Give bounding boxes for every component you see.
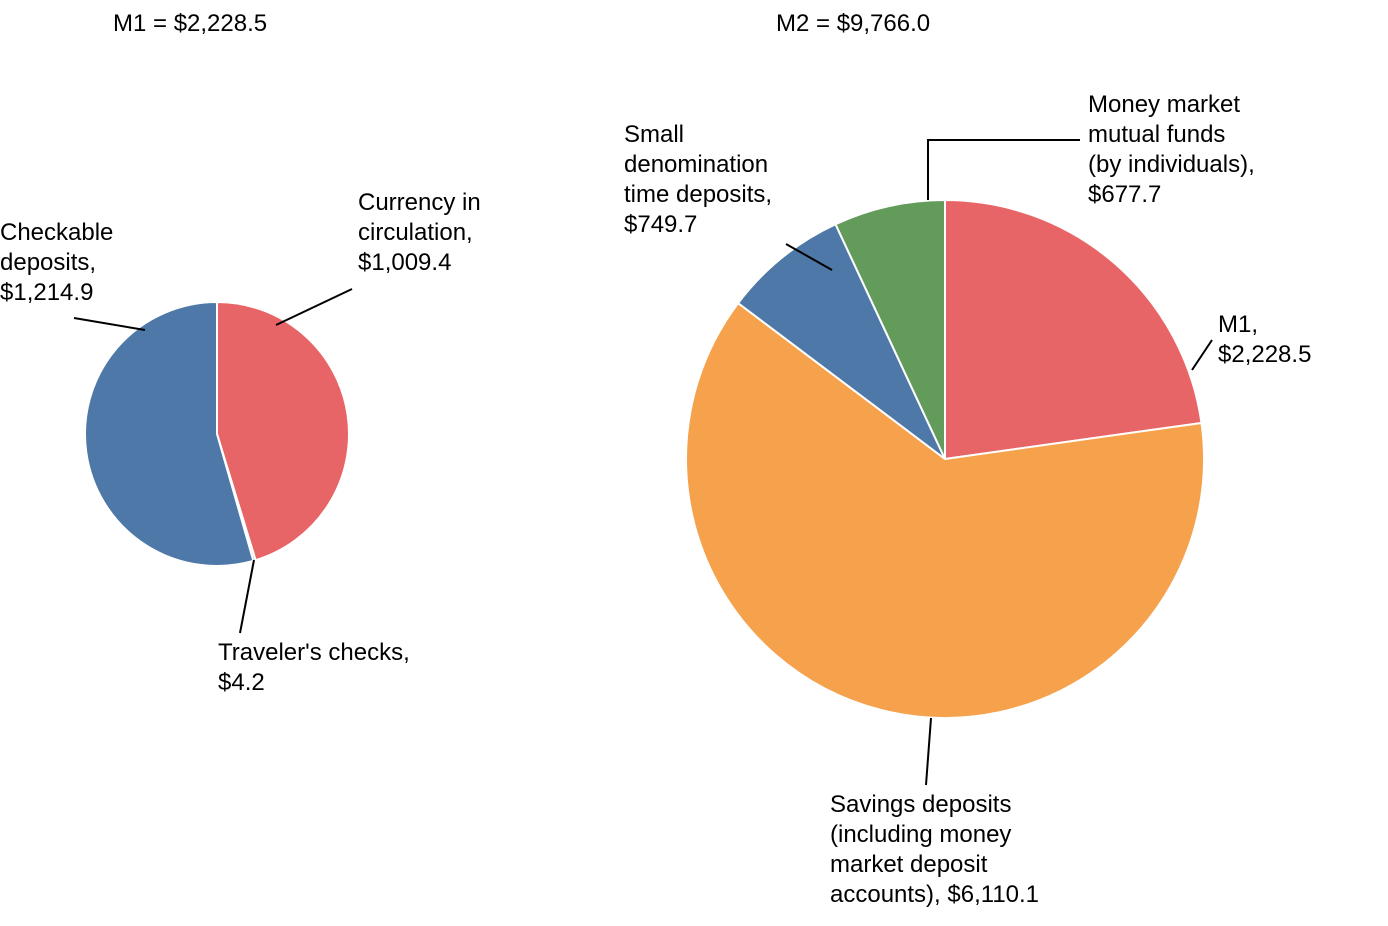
label-line: deposits, — [0, 248, 113, 278]
label-line: $2,228.5 — [1218, 340, 1311, 370]
label-line: (by individuals), — [1088, 150, 1255, 180]
label-line: time deposits, — [624, 180, 772, 210]
m2-label: Money marketmutual funds(by individuals)… — [1088, 90, 1255, 210]
label-line: $749.7 — [624, 210, 772, 240]
label-line: mutual funds — [1088, 120, 1255, 150]
label-line: denomination — [624, 150, 772, 180]
label-line: Savings deposits — [830, 790, 1039, 820]
label-line: $1,009.4 — [358, 248, 481, 278]
label-line: market deposit — [830, 850, 1039, 880]
m1-label: Currency incirculation,$1,009.4 — [358, 188, 481, 278]
label-line: Currency in — [358, 188, 481, 218]
m1-label: Traveler's checks,$4.2 — [218, 638, 410, 698]
m2-label: Smalldenominationtime deposits,$749.7 — [624, 120, 772, 240]
label-line: circulation, — [358, 218, 481, 248]
label-line: $4.2 — [218, 668, 410, 698]
label-line: $1,214.9 — [0, 278, 113, 308]
pie-slice — [945, 200, 1201, 459]
label-line: Traveler's checks, — [218, 638, 410, 668]
m2-label: Savings deposits(including moneymarket d… — [830, 790, 1039, 910]
m2-label: M1,$2,228.5 — [1218, 310, 1311, 370]
label-line: accounts), $6,110.1 — [830, 880, 1039, 910]
m1-label: Checkabledeposits,$1,214.9 — [0, 218, 113, 308]
label-line: Checkable — [0, 218, 113, 248]
label-line: M1, — [1218, 310, 1311, 340]
label-line: (including money — [830, 820, 1039, 850]
label-line: Small — [624, 120, 772, 150]
label-line: $677.7 — [1088, 180, 1255, 210]
label-line: Money market — [1088, 90, 1255, 120]
